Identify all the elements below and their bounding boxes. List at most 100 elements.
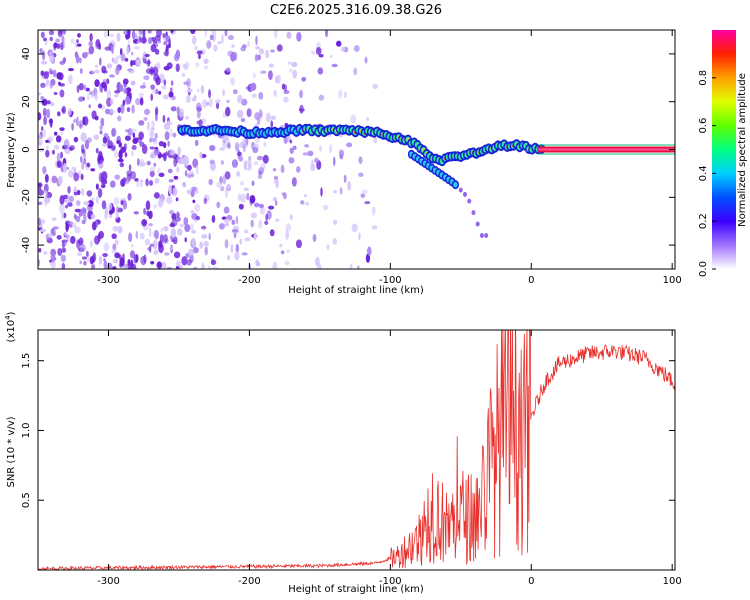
spectrogram-noise-blob — [122, 99, 126, 106]
spectrogram-noise-blob — [128, 232, 133, 243]
spectrogram-noise-blob — [42, 107, 47, 117]
spectrogram-noise-blob — [55, 38, 61, 43]
spectrogram-noise-blob — [152, 239, 158, 250]
spectrogram-noise-blob — [133, 254, 139, 264]
spectrogram-noise-blob — [116, 205, 119, 213]
spectrogram-noise-blob — [202, 98, 207, 109]
spectrogram-noise-blob — [226, 184, 232, 189]
spectrogram-noise-blob — [163, 142, 167, 149]
spectrogram-noise-blob — [252, 146, 259, 154]
spectrogram-noise-blob — [62, 162, 67, 173]
spectrogram-noise-blob — [169, 127, 173, 137]
spectrogram-noise-blob — [117, 225, 123, 234]
spectrogram-noise-blob — [273, 176, 278, 180]
spectrogram-noise-blob — [124, 96, 131, 106]
spectrogram-noise-blob — [98, 57, 102, 66]
spectrogram-noise-blob — [58, 30, 63, 35]
spectrogram-noise-blob — [195, 62, 200, 68]
spectrogram-noise-blob — [274, 200, 278, 206]
spectrogram-noise-blob — [153, 140, 158, 145]
spectrogram-noise-blob — [365, 253, 371, 263]
spectrogram-noise-blob — [39, 228, 47, 233]
spectrogram-noise-blob — [338, 89, 343, 99]
spectrogram-noise-blob — [79, 243, 86, 253]
spectrogram-noise-blob — [231, 219, 236, 225]
spectrogram-noise-blob — [170, 227, 177, 238]
spectrogram-noise-blob — [170, 80, 174, 86]
spectrogram-noise-blob — [196, 50, 203, 55]
spectrogram-noise-blob — [81, 188, 85, 197]
spectrogram-noise-blob — [215, 99, 221, 104]
spectrogram-noise-blob — [194, 139, 199, 147]
spectrogram-noise-blob — [135, 97, 141, 106]
spectrogram-noise-blob — [97, 188, 103, 198]
spectrogram-noise-blob — [250, 82, 257, 91]
spectrogram-xtick-label: -100 — [379, 275, 402, 286]
spectrogram-noise-blob — [60, 42, 64, 51]
spectrogram-noise-blob — [60, 254, 66, 263]
spectrogram-noise-blob — [99, 82, 104, 93]
spectrogram-noise-blob — [89, 240, 93, 248]
spectrogram-noise-blob — [291, 177, 297, 187]
spectrogram-noise-blob — [154, 34, 161, 42]
spectrogram-noise-blob — [117, 107, 121, 113]
spectrogram-noise-blob — [239, 238, 243, 245]
spectrogram-noise-blob — [216, 181, 223, 189]
spectrogram-noise-blob — [38, 201, 43, 205]
spectrogram-noise-blob — [126, 107, 131, 113]
spectrogram-noise-blob — [51, 217, 57, 221]
spectrogram-noise-blob — [141, 144, 148, 155]
spectrogram-noise-blob — [258, 203, 264, 209]
spectrogram-noise-blob — [149, 170, 155, 178]
spectrogram-noise-blob — [286, 31, 292, 39]
spectrogram-noise-blob — [358, 232, 361, 241]
spectrogram-noise-blob — [326, 244, 330, 250]
spectrogram-noise-blob — [139, 85, 146, 89]
spectrogram-noise-blob — [78, 96, 84, 102]
spectrogram-noise-blob — [139, 232, 145, 240]
spectrogram-noise-blob — [149, 146, 156, 150]
spectrogram-noise-blob — [176, 228, 183, 236]
spectrogram-noise-blob — [146, 210, 150, 217]
spectrogram-noise-blob — [224, 171, 231, 180]
spectrogram-noise-blob — [353, 67, 358, 76]
spectrogram-noise-blob — [291, 61, 298, 68]
spectrogram-noise-blob — [237, 193, 242, 202]
spectrogram-noise-blob — [158, 243, 164, 254]
spectrogram-noise-blob — [139, 97, 144, 106]
snr-yscale-label: (x104) — [4, 311, 17, 342]
spectrogram-noise-blob — [170, 106, 177, 112]
spectrogram-noise-blob — [91, 221, 97, 231]
spectrogram-noise-blob — [112, 266, 117, 269]
spectrogram-noise-blob — [103, 260, 108, 269]
spectrogram-noise-blob — [222, 174, 227, 185]
spectrogram-noise-blob — [113, 58, 119, 65]
spectrogram-noise-blob — [40, 31, 45, 39]
spectrogram-noise-blob — [132, 132, 136, 138]
spectrogram-noise-blob — [101, 143, 108, 147]
spectrogram-noise-blob — [38, 217, 41, 226]
spectrogram-noise-blob — [122, 78, 129, 85]
colorbar-tick-label: 0.8 — [698, 70, 709, 86]
spectrogram-noise-blob — [131, 30, 136, 40]
spectrogram-noise-blob — [305, 202, 310, 206]
spectrogram-noise-blob — [156, 61, 161, 70]
spectrogram-noise-blob — [168, 184, 172, 195]
spectrogram-noise-blob — [237, 151, 242, 157]
spectrogram-noise-blob — [194, 45, 198, 51]
spectrogram-noise-blob — [335, 40, 342, 47]
spectrogram-noise-blob — [97, 103, 103, 109]
spectrogram-noise-blob — [358, 156, 363, 165]
spectrogram-xtick-label: -300 — [97, 275, 120, 286]
spectrogram-noise-blob — [74, 42, 79, 48]
spectrogram-noise-blob — [247, 40, 250, 47]
spectrogram-noise-blob — [216, 102, 220, 110]
spectrogram-noise-blob — [38, 92, 42, 96]
spectrogram-noise-blob — [221, 33, 224, 44]
spectrogram-noise-blob — [115, 55, 121, 59]
spectrogram-noise-blob — [106, 63, 113, 69]
spectrogram-noise-blob — [199, 241, 204, 249]
spectrogram-noise-blob — [233, 225, 237, 231]
spectrogram-noise-blob — [53, 131, 58, 136]
spectrogram-noise-blob — [285, 223, 292, 232]
